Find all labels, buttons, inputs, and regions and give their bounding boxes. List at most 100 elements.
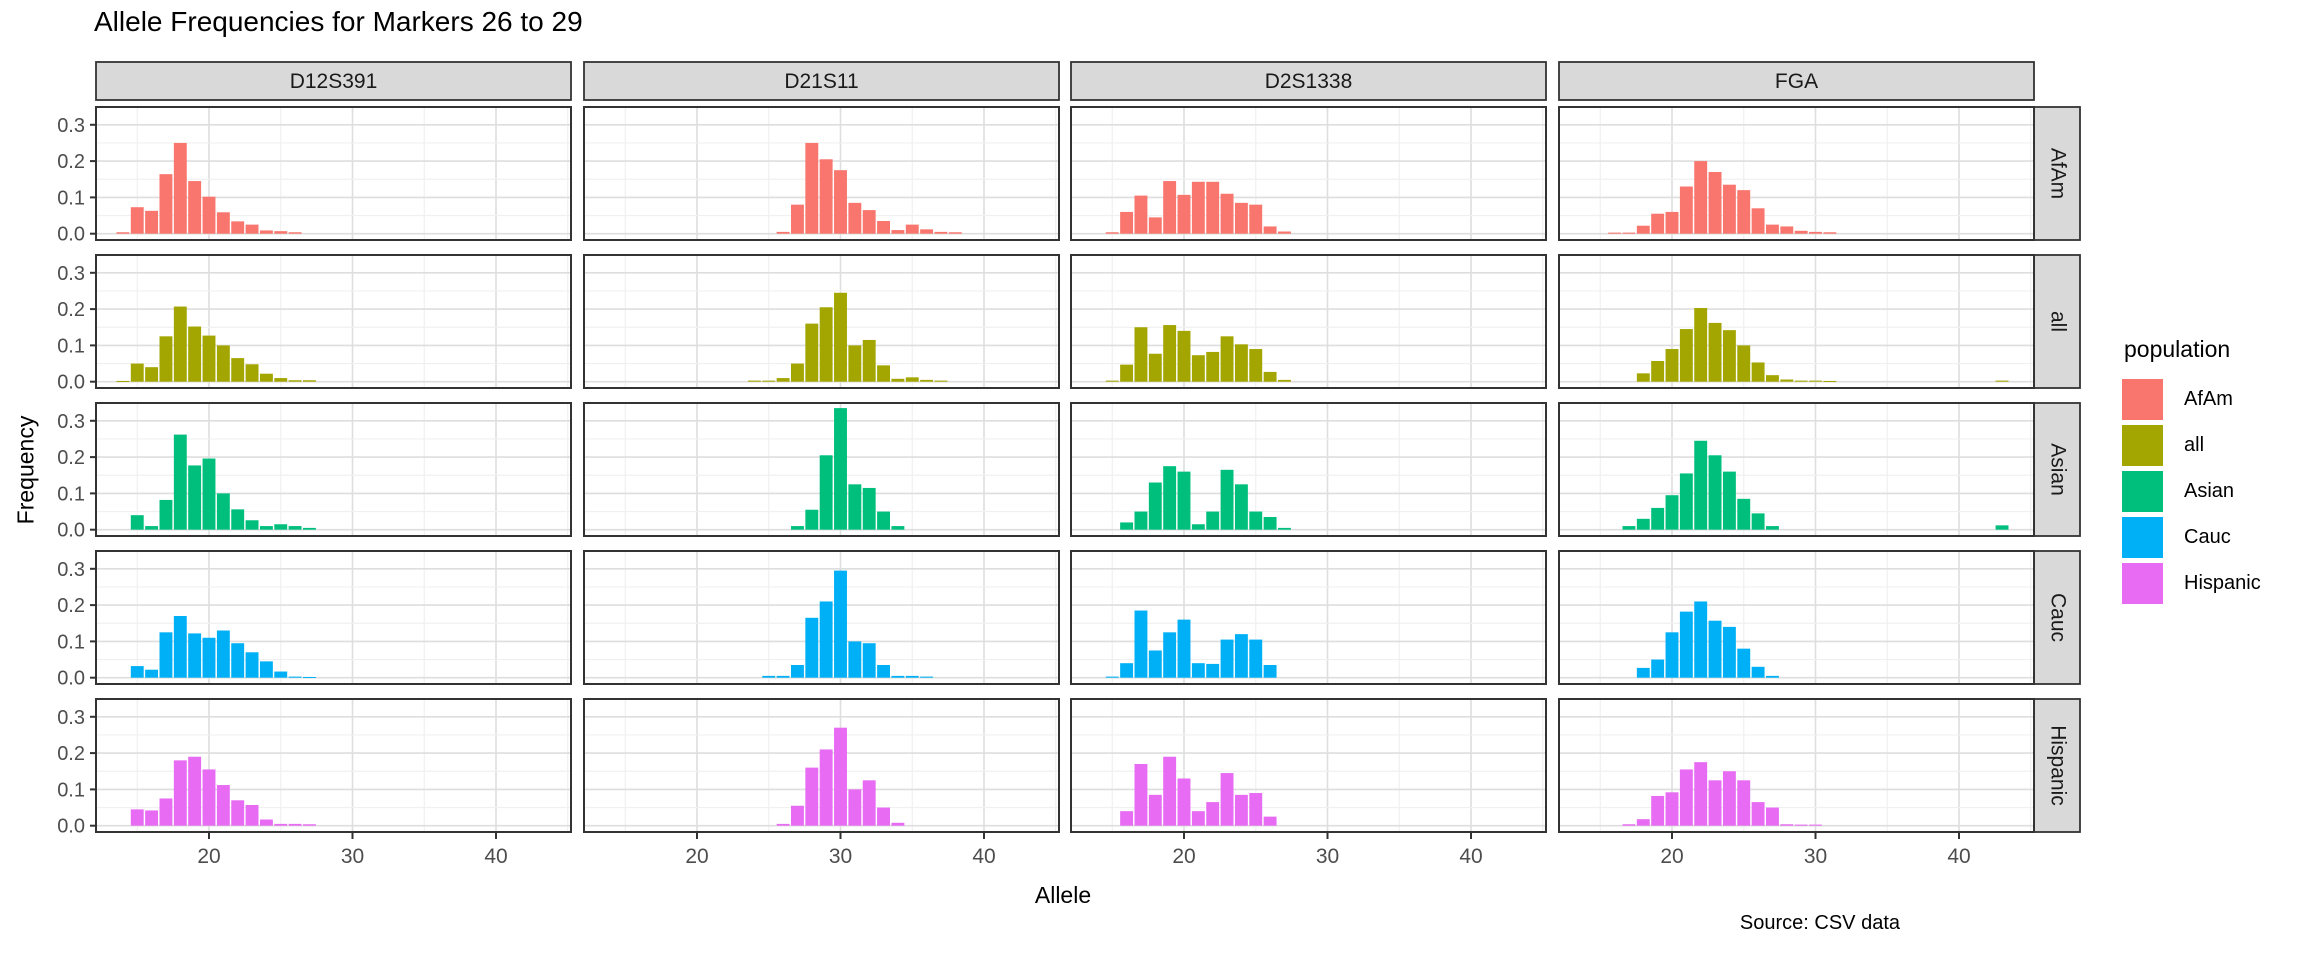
legend-swatch-icon	[2122, 379, 2163, 420]
bar	[920, 676, 934, 678]
bar	[216, 630, 230, 678]
facet-panel-D12S391-AfAm	[95, 106, 572, 241]
bar	[1722, 471, 1736, 530]
x-tick-label: 30	[1804, 845, 1827, 868]
bar	[1249, 511, 1263, 530]
bar	[1220, 336, 1234, 382]
panel-border	[583, 254, 1060, 389]
bar	[231, 221, 245, 234]
y-axis-title: Frequency	[12, 415, 39, 525]
bar	[805, 767, 819, 826]
bar	[1823, 232, 1837, 234]
bar	[259, 373, 273, 382]
y-tick-label: 0.1	[57, 779, 85, 801]
bar	[1177, 194, 1191, 234]
bar	[1679, 329, 1693, 382]
bar	[1722, 330, 1736, 382]
bar	[862, 487, 876, 530]
bar	[1105, 676, 1119, 678]
bar	[1794, 380, 1808, 382]
bar	[1148, 353, 1162, 382]
y-tick-label: 0.3	[57, 263, 85, 285]
facet-panel-FGA-Asian	[1558, 402, 2035, 537]
panel-border	[1558, 402, 2035, 537]
bar	[1249, 639, 1263, 678]
panel-border	[583, 550, 1060, 685]
panel-background	[1559, 699, 2034, 832]
x-tick-label: 20	[685, 845, 708, 868]
bar	[1134, 511, 1148, 530]
bar	[1163, 632, 1177, 678]
bar	[1177, 619, 1191, 678]
bar	[1636, 373, 1650, 382]
bar	[1148, 794, 1162, 826]
facet-panel-D12S391-all	[95, 254, 572, 389]
bar	[1737, 648, 1751, 678]
bar	[1823, 380, 1837, 382]
bar	[1163, 325, 1177, 382]
bar	[948, 232, 962, 234]
bar	[159, 798, 173, 826]
bar	[231, 800, 245, 826]
bar	[791, 363, 804, 382]
bar	[1220, 193, 1234, 234]
bar	[1766, 526, 1779, 530]
panel-border	[1070, 550, 1547, 685]
bar	[1220, 469, 1234, 530]
bar	[288, 676, 302, 678]
bar	[891, 526, 905, 530]
bar	[216, 212, 230, 234]
bar	[1679, 769, 1693, 826]
facet-panel-FGA-all	[1558, 254, 2035, 389]
panel-background	[1559, 551, 2034, 684]
bar	[1751, 666, 1765, 678]
bar	[159, 499, 173, 530]
bar	[1263, 516, 1277, 530]
facet-panel-D21S11-Cauc	[583, 550, 1060, 685]
bar	[1263, 371, 1277, 382]
bar	[1995, 525, 2009, 530]
bar	[1608, 232, 1622, 234]
facet-row-label: Cauc	[2046, 593, 2069, 642]
bar	[1148, 217, 1162, 234]
bar	[216, 345, 230, 382]
legend-entry-Asian: Asian	[2122, 471, 2261, 512]
bar	[877, 664, 890, 678]
facet-col-label: D12S391	[290, 70, 378, 93]
bar	[116, 380, 130, 382]
legend-entries: AfAm all Asian Cauc Hispanic	[2122, 379, 2261, 604]
bar	[1249, 204, 1263, 234]
bar	[1148, 650, 1162, 678]
bar	[145, 810, 159, 826]
bar	[288, 232, 302, 234]
bar	[819, 601, 833, 678]
bar	[834, 727, 847, 826]
legend-swatch-icon	[2122, 471, 2163, 512]
bar	[1722, 184, 1736, 234]
bar	[1278, 231, 1291, 234]
legend-entry-Cauc: Cauc	[2122, 517, 2261, 558]
bar	[145, 210, 159, 234]
bar	[1163, 756, 1177, 826]
panel-border	[95, 254, 572, 389]
bar	[202, 769, 216, 826]
bar	[834, 408, 847, 530]
bar	[1163, 181, 1177, 234]
facet-panel-D2S1338-all	[1070, 254, 1547, 389]
bar	[791, 664, 804, 678]
x-tick-label: 30	[829, 845, 852, 868]
x-tick-label: 30	[1316, 845, 1339, 868]
panel-border	[1070, 402, 1547, 537]
y-tick-label: 0.0	[57, 224, 85, 246]
bar	[1105, 232, 1119, 234]
facet-panel-FGA-Cauc	[1558, 550, 2035, 685]
bar	[1708, 455, 1722, 530]
bar	[848, 202, 862, 234]
facet-row-strip-Asian	[2033, 402, 2081, 537]
facet-panel-D2S1338-Cauc	[1070, 550, 1547, 685]
bar	[1722, 771, 1736, 826]
bar	[1665, 792, 1679, 826]
bar	[1220, 639, 1234, 678]
bar	[1665, 349, 1679, 382]
legend-swatch-icon	[2122, 563, 2163, 604]
